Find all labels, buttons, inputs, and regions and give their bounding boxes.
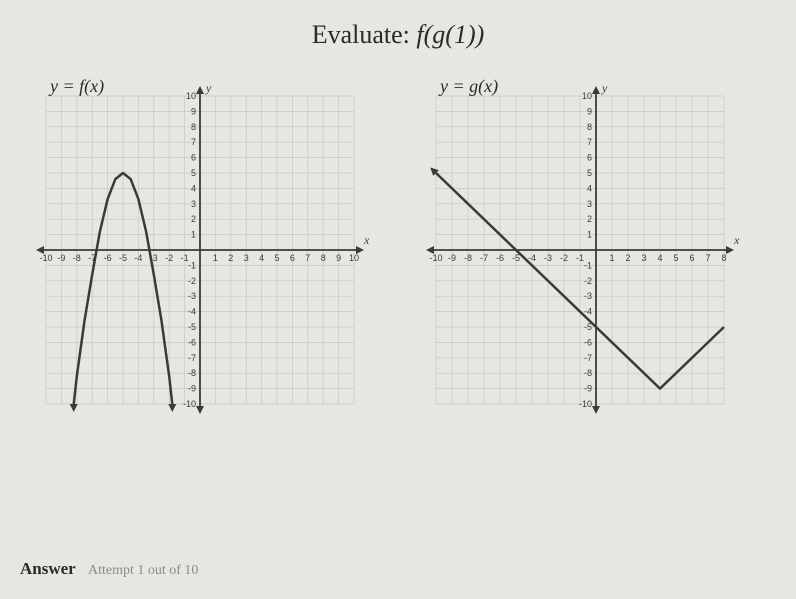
answer-label: Answer: [20, 559, 76, 578]
svg-text:10: 10: [582, 91, 592, 101]
svg-text:3: 3: [244, 253, 249, 263]
charts-row: y = f(x) -10-9-8-7-6-5-4-3-2-11234567891…: [20, 80, 776, 420]
svg-text:x: x: [733, 233, 740, 247]
svg-text:y: y: [601, 81, 608, 95]
svg-text:-2: -2: [165, 253, 173, 263]
svg-text:-8: -8: [73, 253, 81, 263]
svg-text:-6: -6: [188, 337, 196, 347]
chart-f-label: y = f(x): [50, 76, 104, 97]
svg-text:1: 1: [191, 230, 196, 240]
svg-text:-4: -4: [188, 307, 196, 317]
svg-text:3: 3: [191, 199, 196, 209]
svg-text:-2: -2: [584, 276, 592, 286]
answer-row: Answer Attempt 1 out of 10: [20, 559, 198, 579]
chart-g-label: y = g(x): [440, 76, 498, 97]
svg-text:-6: -6: [496, 253, 504, 263]
svg-text:7: 7: [587, 137, 592, 147]
svg-text:5: 5: [587, 168, 592, 178]
svg-text:-9: -9: [188, 384, 196, 394]
chart-f-block: y = f(x) -10-9-8-7-6-5-4-3-2-11234567891…: [30, 80, 370, 420]
svg-text:8: 8: [721, 253, 726, 263]
svg-text:-9: -9: [584, 384, 592, 394]
svg-text:2: 2: [228, 253, 233, 263]
svg-text:-7: -7: [584, 353, 592, 363]
svg-text:-1: -1: [188, 260, 196, 270]
svg-text:7: 7: [705, 253, 710, 263]
svg-text:-5: -5: [188, 322, 196, 332]
svg-text:-2: -2: [188, 276, 196, 286]
svg-text:5: 5: [673, 253, 678, 263]
chart-g: -10-9-8-7-6-5-4-3-2-112345678-10-9-8-7-6…: [420, 80, 740, 420]
title-prefix: Evaluate:: [312, 20, 417, 49]
svg-text:-4: -4: [134, 253, 142, 263]
chart-g-block: y = g(x) -10-9-8-7-6-5-4-3-2-112345678-1…: [420, 80, 740, 420]
svg-text:8: 8: [321, 253, 326, 263]
svg-text:6: 6: [290, 253, 295, 263]
svg-text:9: 9: [191, 106, 196, 116]
title-fn: f(g(1)): [416, 20, 484, 49]
svg-text:1: 1: [587, 230, 592, 240]
svg-text:4: 4: [587, 183, 592, 193]
svg-text:8: 8: [191, 122, 196, 132]
chart-f: -10-9-8-7-6-5-4-3-2-112345678910-10-9-8-…: [30, 80, 370, 420]
svg-text:5: 5: [191, 168, 196, 178]
svg-text:6: 6: [587, 153, 592, 163]
svg-text:-3: -3: [544, 253, 552, 263]
svg-text:-9: -9: [448, 253, 456, 263]
svg-text:7: 7: [305, 253, 310, 263]
svg-text:8: 8: [587, 122, 592, 132]
svg-text:-10: -10: [579, 399, 592, 409]
svg-text:6: 6: [191, 153, 196, 163]
svg-text:6: 6: [689, 253, 694, 263]
svg-text:y: y: [205, 81, 212, 95]
svg-text:-10: -10: [39, 253, 52, 263]
svg-text:-2: -2: [560, 253, 568, 263]
svg-text:-8: -8: [584, 368, 592, 378]
svg-text:9: 9: [336, 253, 341, 263]
svg-text:4: 4: [191, 183, 196, 193]
svg-text:-1: -1: [584, 260, 592, 270]
svg-text:4: 4: [657, 253, 662, 263]
svg-text:-5: -5: [512, 253, 520, 263]
svg-text:7: 7: [191, 137, 196, 147]
svg-text:-8: -8: [464, 253, 472, 263]
svg-text:-7: -7: [188, 353, 196, 363]
svg-text:9: 9: [587, 106, 592, 116]
svg-text:-10: -10: [183, 399, 196, 409]
svg-text:x: x: [363, 233, 370, 247]
svg-text:-7: -7: [480, 253, 488, 263]
svg-text:-3: -3: [584, 291, 592, 301]
svg-text:2: 2: [191, 214, 196, 224]
svg-text:4: 4: [259, 253, 264, 263]
question-title: Evaluate: f(g(1)): [20, 20, 776, 50]
attempt-text: Attempt 1 out of 10: [88, 563, 198, 578]
svg-text:2: 2: [625, 253, 630, 263]
svg-text:-10: -10: [429, 253, 442, 263]
svg-text:1: 1: [609, 253, 614, 263]
svg-text:2: 2: [587, 214, 592, 224]
svg-text:-1: -1: [576, 253, 584, 263]
svg-text:10: 10: [186, 91, 196, 101]
svg-text:10: 10: [349, 253, 359, 263]
svg-text:-5: -5: [119, 253, 127, 263]
svg-text:-6: -6: [584, 337, 592, 347]
svg-text:1: 1: [213, 253, 218, 263]
svg-text:-3: -3: [188, 291, 196, 301]
svg-text:5: 5: [274, 253, 279, 263]
svg-text:3: 3: [587, 199, 592, 209]
svg-text:-6: -6: [104, 253, 112, 263]
svg-text:-9: -9: [57, 253, 65, 263]
svg-text:-8: -8: [188, 368, 196, 378]
svg-text:3: 3: [641, 253, 646, 263]
